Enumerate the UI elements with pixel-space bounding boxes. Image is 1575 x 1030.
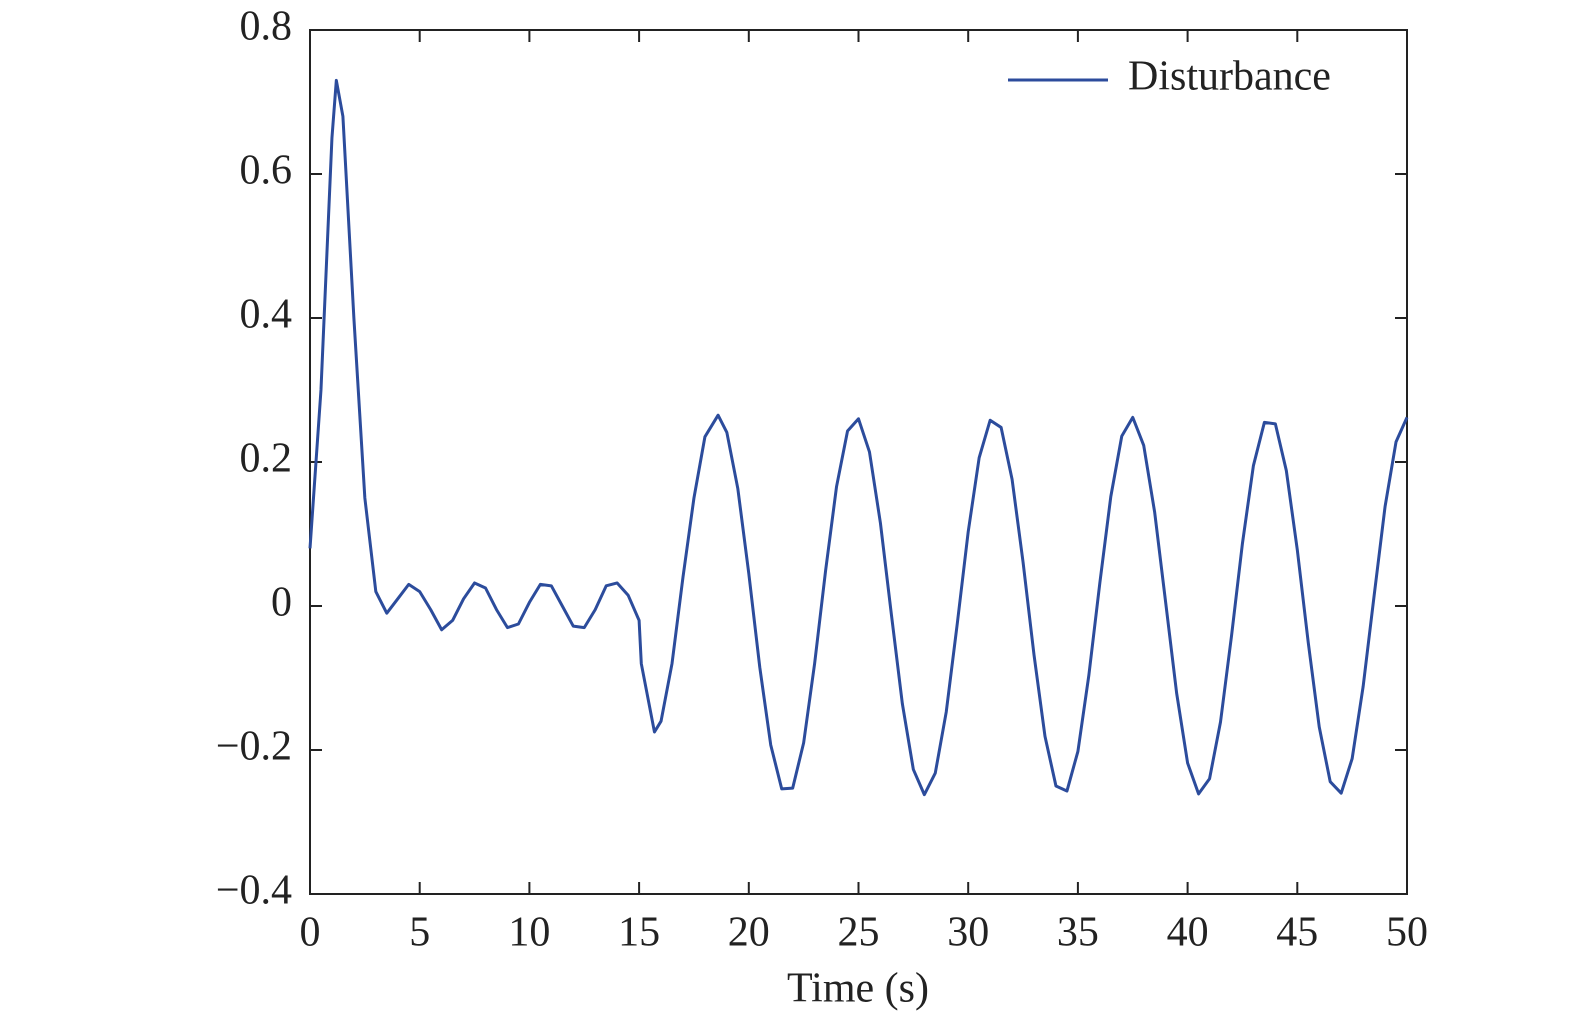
plot-frame bbox=[309, 29, 1408, 895]
x-axis-label: Time (s) bbox=[787, 966, 929, 1012]
x-tick-label: 0 bbox=[300, 910, 321, 956]
x-tick-label: 25 bbox=[838, 910, 880, 956]
x-tick-label: 50 bbox=[1386, 910, 1428, 956]
data-line bbox=[308, 78, 1409, 797]
x-tick-label: 35 bbox=[1057, 910, 1099, 956]
legend-label: Disturbance bbox=[1128, 54, 1331, 100]
x-tick-label: 10 bbox=[508, 910, 550, 956]
y-tick-label: 0.8 bbox=[240, 4, 293, 50]
y-tick-label: −0.4 bbox=[216, 868, 292, 914]
x-tick-label: 20 bbox=[728, 910, 770, 956]
y-tick-label: 0.6 bbox=[240, 148, 293, 194]
x-tick-label: 15 bbox=[618, 910, 660, 956]
x-tick-label: 5 bbox=[409, 910, 430, 956]
y-tick-label: 0.2 bbox=[240, 436, 293, 482]
y-tick-label: 0 bbox=[271, 580, 292, 626]
x-tick-label: 45 bbox=[1276, 910, 1318, 956]
y-tick-label: 0.4 bbox=[240, 292, 293, 338]
x-tick-label: 30 bbox=[947, 910, 989, 956]
y-tick-label: −0.2 bbox=[216, 724, 292, 770]
x-tick-label: 40 bbox=[1167, 910, 1209, 956]
